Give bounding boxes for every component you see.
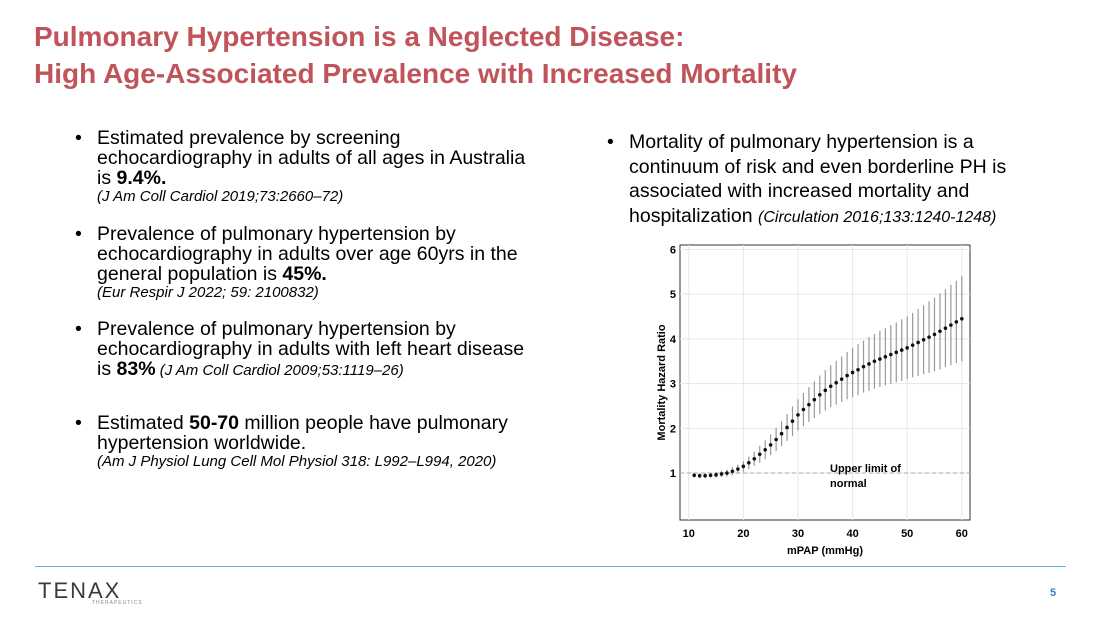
y-tick-label: 3 [670, 379, 676, 391]
point [807, 402, 811, 407]
logo: TENAX [38, 578, 122, 603]
bullet: Prevalence of pulmonary hypertension by … [75, 318, 537, 381]
footer-rule [35, 566, 1066, 567]
point [927, 335, 931, 339]
point [850, 370, 855, 375]
point [856, 367, 860, 372]
title-line: High Age-Associated Prevalence with Incr… [34, 58, 797, 89]
y-tick-label: 2 [670, 423, 676, 435]
bullet-text: (J Am Coll Cardiol 2019;73:2660–72) [97, 188, 344, 205]
point [921, 337, 926, 342]
annotation: Upper limit of [830, 463, 901, 475]
x-tick-label: 30 [792, 528, 804, 540]
bullet-text: 50-70 [189, 412, 239, 434]
point [938, 329, 942, 334]
point [736, 467, 740, 471]
point [812, 397, 817, 402]
point [861, 364, 866, 369]
point [708, 473, 713, 478]
point [692, 473, 696, 478]
point [757, 452, 762, 457]
point [910, 343, 915, 347]
point [730, 469, 735, 474]
point [763, 447, 767, 452]
bullet: Prevalence of pulmonary hypertension by … [75, 223, 537, 301]
page-number: 5 [1050, 587, 1057, 599]
bullet-text: 9.4%. [116, 167, 167, 189]
point [747, 460, 751, 465]
bullet: Mortality of pulmonary hypertension is a… [607, 130, 1069, 230]
point [785, 425, 789, 430]
chart: 1 2 3 4 5 6 10 20 30 40 50 60 mPAP (mmHg) Mortality H… [656, 244, 971, 557]
y-tick-label: 6 [670, 244, 676, 256]
point [774, 437, 778, 442]
point [894, 350, 899, 355]
point [905, 346, 909, 350]
point [834, 380, 838, 385]
point [719, 472, 724, 476]
x-tick-label: 50 [901, 528, 913, 540]
logo-subtitle: THERAPEUTICS [92, 600, 143, 606]
point [779, 431, 784, 436]
point [839, 377, 844, 381]
bullet-text: (J Am Coll Cardiol 2009;53:1119–26) [155, 362, 404, 379]
x-tick-label: 60 [956, 528, 968, 540]
point [768, 443, 773, 447]
bullet-text: Estimated [97, 412, 190, 434]
point [916, 340, 920, 345]
point [889, 352, 893, 357]
bullet-text: (Am J Physiol Lung Cell Mol Physiol 318:… [97, 453, 497, 470]
point [818, 392, 822, 397]
point [741, 464, 746, 469]
bullet-text: (Circulation 2016;133:1240-1248) [758, 208, 997, 226]
point [943, 326, 948, 330]
title: Pulmonary Hypertension is a Neglected Di… [34, 18, 797, 92]
point [796, 413, 800, 417]
y-tick-label: 5 [670, 289, 676, 301]
point [899, 348, 904, 352]
point [949, 323, 953, 327]
point [878, 357, 882, 361]
point [752, 456, 757, 461]
point [801, 407, 806, 412]
point [883, 354, 888, 359]
title-line: Pulmonary Hypertension is a Neglected Di… [34, 21, 685, 52]
point [790, 419, 795, 423]
bullet-text: Estimated prevalence by screening echoca… [97, 127, 526, 189]
x-tick-label: 40 [846, 528, 858, 540]
point [714, 473, 718, 477]
point [823, 388, 828, 393]
x-axis-label: mPAP (mmHg) [787, 545, 863, 557]
bullet-text: (Eur Respir J 2022; 59: 2100832) [97, 284, 319, 301]
point [954, 320, 959, 324]
point [845, 373, 849, 378]
y-axis-label: Mortality Hazard Ratio [656, 324, 668, 440]
y-tick-label: 4 [670, 334, 677, 346]
bullet-text: Prevalence of pulmonary hypertension by … [97, 223, 518, 285]
bullet-text: Prevalence of pulmonary hypertension by … [97, 318, 525, 380]
bullet-text: million people have pulmonary hypertensi… [97, 412, 508, 454]
bullet: Estimated 50-70 million people have pulm… [75, 412, 537, 470]
annotation: normal [830, 478, 867, 490]
point [725, 471, 729, 475]
point [703, 473, 707, 478]
point [872, 359, 877, 364]
point [932, 332, 937, 337]
bullet-text: 45%. [282, 263, 327, 285]
x-tick-label: 10 [683, 528, 695, 540]
bullet-text: Mortality of pulmonary hypertension is a… [629, 131, 1007, 227]
point [960, 316, 964, 321]
bullet: Estimated prevalence by screening echoca… [75, 127, 537, 205]
y-tick-label: 1 [670, 468, 676, 480]
x-tick-label: 20 [737, 528, 749, 540]
point [867, 362, 871, 366]
point [828, 384, 833, 389]
bullet-text: 83% [116, 358, 156, 380]
point [697, 473, 702, 478]
